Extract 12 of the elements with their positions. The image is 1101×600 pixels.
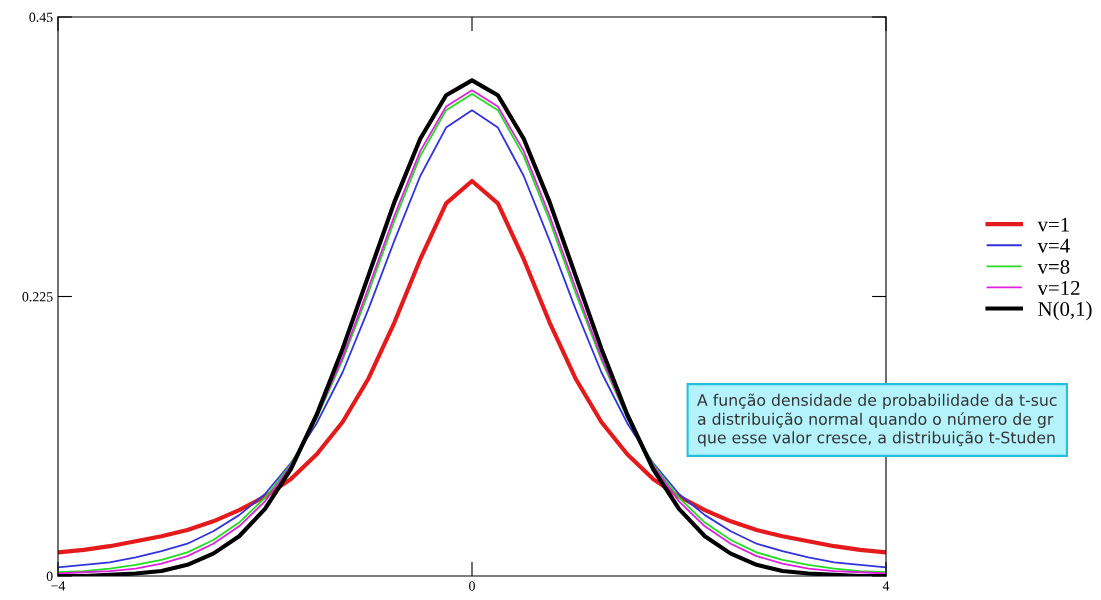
- y-tick-label: 0.45: [29, 12, 53, 23]
- y-tick-label: 0.225: [22, 292, 53, 302]
- annotation: A função densidade de probabilidade da t-suc a distribuição normal quando o número de gr que esse valor cresce, a distribuição t-Studen: [697, 393, 1057, 447]
- legend-label: N(0,1): [1038, 301, 1092, 321]
- x-tick-label: −4: [51, 581, 66, 591]
- x-tick-label: 4: [882, 581, 890, 591]
- legend-label: v=8: [1037, 259, 1070, 274]
- y-tick-label: 0: [46, 571, 53, 581]
- legend-label: v=4: [1037, 238, 1070, 253]
- legend-label: v=1: [1037, 217, 1069, 232]
- x-tick-label: 0: [469, 581, 475, 591]
- legend-label: v=12: [1037, 280, 1080, 295]
